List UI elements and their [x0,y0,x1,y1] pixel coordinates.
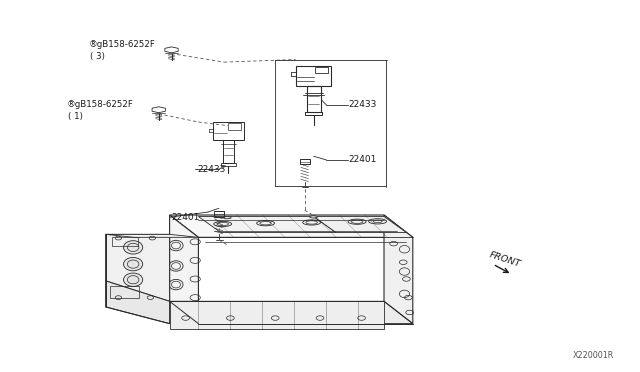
Ellipse shape [310,216,317,218]
Polygon shape [106,234,198,237]
Text: ®gB158-6252F: ®gB158-6252F [67,100,134,109]
Polygon shape [106,281,170,324]
Text: 22401: 22401 [172,213,200,222]
Ellipse shape [223,217,231,219]
Text: ®gB158-6252F: ®gB158-6252F [88,40,155,49]
Polygon shape [384,215,413,324]
Bar [305,112,322,115]
Polygon shape [314,217,406,232]
Text: 22433: 22433 [197,165,225,174]
Bar [228,123,241,129]
Text: FRONT: FRONT [488,250,522,269]
Bar [307,86,321,112]
Polygon shape [170,215,198,324]
Bar [300,159,310,164]
Text: 22433: 22433 [349,100,377,109]
Bar [221,163,236,166]
Text: X220001R: X220001R [573,351,614,360]
Ellipse shape [124,241,143,254]
Bar [214,211,224,217]
Polygon shape [106,234,170,301]
Bar [296,66,332,86]
Ellipse shape [124,273,143,286]
Text: ( 3): ( 3) [90,52,104,61]
Text: 22401: 22401 [349,155,377,164]
Polygon shape [170,301,413,324]
Polygon shape [170,215,413,237]
Bar [223,140,234,163]
Ellipse shape [124,257,143,271]
Polygon shape [198,217,336,232]
Text: ( 1): ( 1) [68,112,83,121]
Bar [112,237,138,246]
Bar [110,286,139,298]
Bar [213,122,244,140]
Bar [316,67,328,73]
Polygon shape [170,301,384,329]
